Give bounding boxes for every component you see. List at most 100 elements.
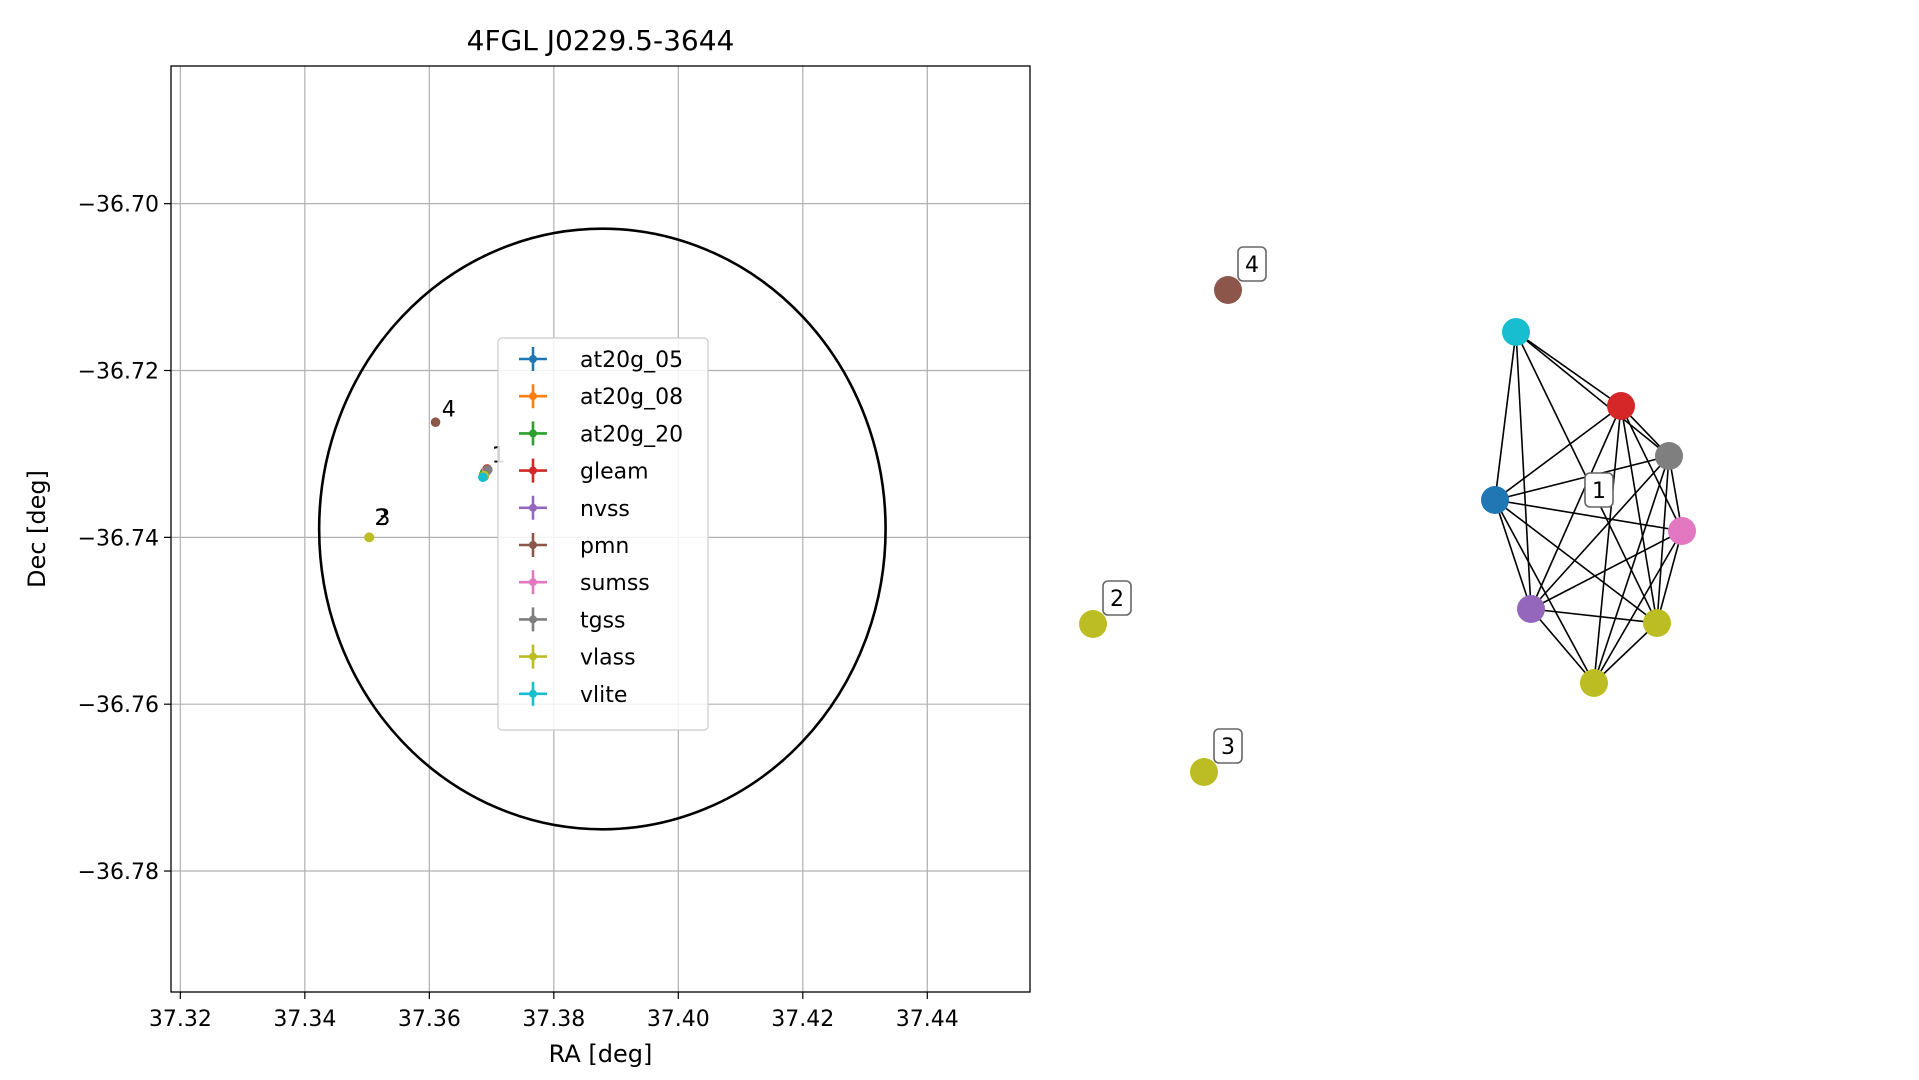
legend-marker-dot [529, 392, 537, 401]
legend-marker-dot [529, 429, 537, 438]
legend-entry-at20g_05: at20g_05 [519, 347, 683, 373]
network-edge [1656, 530, 1683, 624]
legend-marker-dot [529, 578, 537, 587]
network-edge [1494, 331, 1517, 501]
y-tick-label: −36.70 [78, 193, 159, 218]
point-annotations: 4132 [375, 397, 506, 530]
network-node-vlass-2 [1079, 610, 1107, 638]
group-label-box [1213, 728, 1243, 764]
legend-entry-nvss: nvss [519, 495, 630, 522]
x-tick-label: 37.40 [647, 1007, 710, 1032]
localization-ellipse [317, 227, 887, 831]
network-nodes [1079, 276, 1696, 786]
network-edges [1494, 331, 1683, 684]
network-edge [1656, 455, 1670, 624]
point-annotation: 3 [376, 506, 390, 531]
group-label-box [1237, 246, 1267, 282]
network-node-vlass-b [1580, 669, 1608, 697]
network-edge [1494, 499, 1595, 684]
network-node-at20g [1481, 486, 1509, 514]
network-node-nvss [1517, 595, 1545, 623]
y-tick-label: −36.74 [78, 526, 159, 551]
point-vlass [364, 532, 375, 543]
network-edge [1515, 331, 1670, 457]
legend-marker-dot [529, 652, 537, 661]
legend-entry-vlite: vlite [519, 681, 627, 708]
network-node-gleam [1607, 392, 1635, 420]
legend-entry-gleam: gleam [519, 458, 649, 485]
group-label-box [1584, 472, 1614, 508]
legend-label: vlite [580, 683, 627, 708]
group-label-text: 1 [1592, 479, 1606, 504]
legend-label: vlass [580, 646, 636, 671]
legend-label: tgss [580, 608, 626, 633]
x-tick-label: 37.34 [273, 1007, 336, 1032]
network-edge [1530, 405, 1622, 610]
group-label-text: 4 [1245, 253, 1259, 278]
network-node-sumss [1668, 517, 1696, 545]
legend-entry-at20g_08: at20g_08 [519, 384, 683, 410]
legend-entry-vlass: vlass [519, 644, 636, 671]
chart-title: 4FGL J0229.5-3644 [467, 24, 735, 57]
legend-entry-tgss: tgss [519, 607, 626, 633]
legend-marker-dot [529, 503, 537, 512]
network-edge [1515, 331, 1622, 407]
legend-entry-at20g_20: at20g_20 [519, 421, 683, 447]
group-label-3: 3 [1213, 728, 1243, 764]
x-axis-label: RA [deg] [549, 1040, 653, 1068]
network-edge [1494, 499, 1658, 624]
network-edge [1494, 499, 1532, 610]
group-label-box [1102, 580, 1132, 616]
sky-scatter-plot: 4132 37.32 37.34 37.36 37.38 37.40 37.42 37.44… [23, 24, 1031, 1068]
source-points [364, 417, 493, 543]
point-pmn [430, 417, 441, 428]
network-edge [1620, 405, 1658, 624]
network-node-vlass-a [1643, 609, 1671, 637]
y-axis-label: Dec [deg] [23, 470, 51, 588]
point-annotation: 4 [442, 397, 456, 422]
legend-label: nvss [580, 497, 630, 522]
legend-label: at20g_08 [580, 385, 683, 410]
legend-marker-dot [529, 466, 537, 475]
crossmatch-network: 1 4 2 3 [1079, 246, 1696, 786]
network-node-vlass-3 [1190, 758, 1218, 786]
network-edge [1530, 608, 1595, 684]
legend-marker-dot [529, 541, 537, 549]
legend-label: at20g_05 [580, 348, 683, 373]
point-annotation: 2 [375, 506, 389, 531]
y-tick-label: −36.72 [78, 359, 159, 384]
network-edge [1530, 455, 1670, 610]
y-tick-label: −36.78 [78, 860, 159, 885]
legend-label: gleam [580, 460, 649, 485]
x-tick-label: 37.38 [522, 1007, 585, 1032]
group-label-2: 2 [1102, 580, 1132, 616]
x-tick-label: 37.44 [896, 1007, 959, 1032]
localization-ellipse-layer [317, 227, 887, 831]
legend-entry-pmn: pmn [519, 533, 629, 559]
plot-frame [170, 65, 1031, 993]
x-tick-label: 37.42 [771, 1007, 834, 1032]
network-edge [1593, 405, 1622, 684]
axis-ticks: 37.32 37.34 37.36 37.38 37.40 37.42 37.44 −36.7… [78, 193, 959, 1032]
network-edge [1593, 455, 1670, 684]
network-node-vlite [1502, 318, 1530, 346]
network-edge [1494, 405, 1622, 501]
network-node-pmn [1214, 276, 1242, 304]
network-edge [1530, 608, 1658, 624]
legend-marker-dot [529, 615, 537, 624]
network-group-labels: 1 4 2 3 [1102, 246, 1614, 764]
legend-label: pmn [580, 534, 629, 559]
group-label-4: 4 [1237, 246, 1267, 282]
legend-label: sumss [580, 571, 650, 596]
group-label-text: 2 [1110, 587, 1124, 612]
legend-marker-dot [529, 355, 537, 363]
group-label-1: 1 [1584, 472, 1614, 508]
network-edge [1620, 405, 1683, 532]
x-tick-label: 37.36 [398, 1007, 461, 1032]
x-tick-label: 37.32 [149, 1007, 212, 1032]
network-edge [1515, 331, 1532, 610]
network-edge [1530, 530, 1683, 610]
network-edge [1593, 530, 1683, 684]
